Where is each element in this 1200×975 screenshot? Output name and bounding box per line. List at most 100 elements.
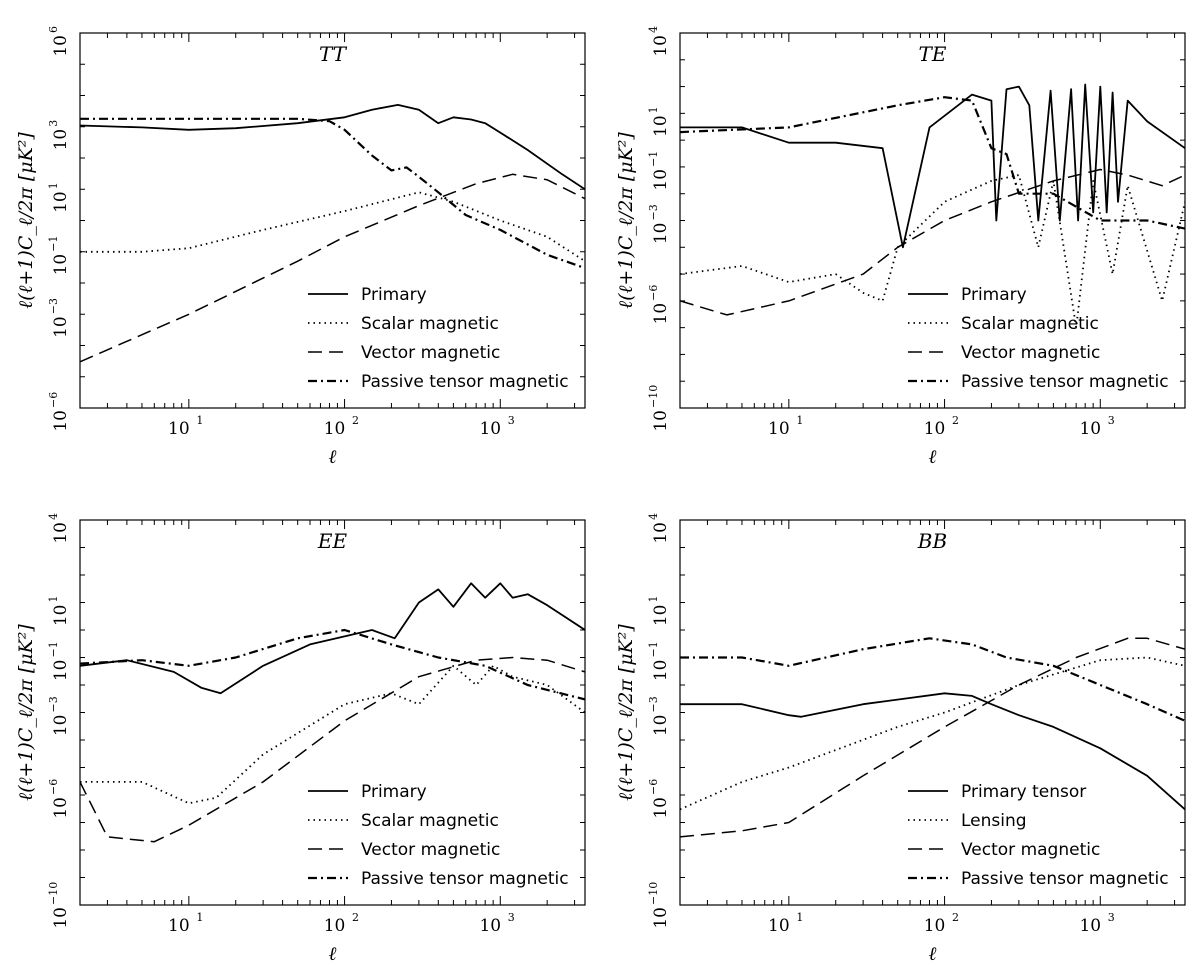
y-tick-exponent: −10 bbox=[47, 882, 60, 905]
y-tick-exponent: −6 bbox=[647, 779, 660, 795]
y-tick-label: 10 bbox=[51, 605, 71, 627]
x-tick-label: 10 bbox=[924, 916, 946, 936]
series-line-dotted bbox=[80, 191, 585, 262]
series-line-dashed bbox=[680, 637, 1185, 838]
y-tick-label: 10 bbox=[651, 303, 671, 325]
y-tick-label-group: 10−6 bbox=[647, 779, 671, 819]
x-tick-exponent: 2 bbox=[352, 911, 359, 924]
y-tick-label-group: 101 bbox=[47, 182, 71, 213]
y-tick-label: 10 bbox=[651, 907, 671, 929]
y-tick-label-group: 10−1 bbox=[47, 641, 71, 681]
y-tick-label: 10 bbox=[651, 797, 671, 819]
y-tick-exponent: −10 bbox=[647, 882, 660, 905]
x-tick-exponent: 1 bbox=[196, 414, 203, 427]
series-line-dashdot bbox=[680, 637, 1185, 722]
x-axis-label: ℓ bbox=[929, 446, 937, 468]
y-tick-label: 10 bbox=[651, 605, 671, 627]
legend-label: Passive tensor magnetic bbox=[961, 869, 1169, 889]
y-tick-exponent: 4 bbox=[647, 513, 660, 520]
y-tick-label: 10 bbox=[51, 316, 71, 338]
series-line-solid bbox=[680, 83, 1185, 249]
series-line-dotted bbox=[680, 174, 1185, 329]
y-tick-label: 10 bbox=[651, 715, 671, 737]
y-tick-exponent: −1 bbox=[647, 151, 660, 167]
y-tick-exponent: 1 bbox=[647, 596, 660, 603]
y-tick-exponent: −6 bbox=[47, 392, 60, 408]
y-tick-label-group: 104 bbox=[647, 26, 671, 57]
y-tick-label-group: 10−1 bbox=[47, 236, 71, 276]
x-tick-label: 10 bbox=[479, 916, 501, 936]
x-tick-exponent: 3 bbox=[1108, 414, 1115, 427]
y-tick-label: 10 bbox=[651, 169, 671, 191]
x-tick-label: 10 bbox=[168, 419, 190, 439]
y-tick-exponent: 1 bbox=[47, 182, 60, 189]
y-tick-label: 10 bbox=[651, 660, 671, 682]
y-tick-label-group: 104 bbox=[647, 513, 671, 544]
y-axis-label: ℓ(ℓ+1)C_ℓ/2π [μK²] bbox=[15, 624, 37, 801]
panel-title: TE bbox=[919, 42, 947, 66]
y-tick-exponent: −6 bbox=[647, 285, 660, 301]
series-group bbox=[80, 582, 585, 843]
y-tick-label-group: 10−6 bbox=[47, 779, 71, 819]
panel-title: EE bbox=[317, 529, 348, 553]
x-tick-exponent: 2 bbox=[352, 414, 359, 427]
y-tick-exponent: −1 bbox=[647, 641, 660, 657]
y-tick-label-group: 101 bbox=[647, 106, 671, 137]
y-tick-label-group: 10−6 bbox=[47, 392, 71, 432]
y-tick-label: 10 bbox=[651, 522, 671, 544]
legend-label: Passive tensor magnetic bbox=[961, 372, 1169, 392]
x-tick-label: 10 bbox=[324, 419, 346, 439]
y-tick-label-group: 10−3 bbox=[647, 204, 671, 244]
y-axis-label: ℓ(ℓ+1)C_ℓ/2π [μK²] bbox=[615, 132, 637, 309]
series-line-dashed bbox=[680, 168, 1185, 316]
series-line-solid bbox=[80, 582, 585, 695]
legend-label: Primary tensor bbox=[961, 782, 1086, 802]
y-tick-label: 10 bbox=[51, 35, 71, 57]
y-tick-label: 10 bbox=[51, 660, 71, 682]
y-tick-label-group: 10−1 bbox=[647, 151, 671, 191]
y-tick-exponent: 6 bbox=[47, 26, 60, 33]
y-tick-label: 10 bbox=[51, 522, 71, 544]
panel-te: 10 1 10 2 10 310−1010−610−310−1101104TEℓℓ(ℓ+1… bbox=[615, 26, 1186, 468]
series-line-dashdot bbox=[80, 628, 585, 701]
y-tick-label-group: 101 bbox=[47, 596, 71, 627]
x-tick-label: 10 bbox=[768, 419, 790, 439]
series-line-dashdot bbox=[80, 117, 585, 270]
y-tick-exponent: −3 bbox=[647, 696, 660, 712]
legend-label: Vector magnetic bbox=[961, 840, 1100, 860]
y-tick-label-group: 10−10 bbox=[47, 882, 71, 929]
legend-label: Scalar magnetic bbox=[361, 314, 499, 334]
x-tick-exponent: 1 bbox=[196, 911, 203, 924]
y-tick-exponent: 1 bbox=[47, 596, 60, 603]
x-tick-exponent: 1 bbox=[796, 414, 803, 427]
series-line-dashdot bbox=[680, 96, 1185, 230]
y-tick-label: 10 bbox=[51, 191, 71, 213]
x-tick-label: 10 bbox=[1079, 916, 1101, 936]
y-tick-label: 10 bbox=[51, 410, 71, 432]
y-tick-label-group: 106 bbox=[47, 26, 71, 57]
legend-label: Vector magnetic bbox=[961, 343, 1100, 363]
y-tick-exponent: −6 bbox=[47, 779, 60, 795]
y-tick-exponent: −3 bbox=[47, 298, 60, 314]
legend-label: Primary bbox=[361, 285, 427, 305]
series-line-dashed bbox=[80, 173, 585, 363]
y-tick-label: 10 bbox=[651, 410, 671, 432]
x-axis-label: ℓ bbox=[929, 943, 937, 965]
y-tick-label-group: 101 bbox=[647, 596, 671, 627]
x-tick-exponent: 3 bbox=[508, 414, 515, 427]
panel-title: BB bbox=[917, 529, 947, 553]
y-tick-label-group: 10−10 bbox=[647, 385, 671, 432]
y-tick-label-group: 10−10 bbox=[647, 882, 671, 929]
y-tick-exponent: −3 bbox=[47, 696, 60, 712]
y-tick-label: 10 bbox=[51, 715, 71, 737]
y-tick-label-group: 103 bbox=[47, 120, 71, 151]
y-tick-label: 10 bbox=[51, 907, 71, 929]
y-tick-exponent: 3 bbox=[47, 120, 60, 127]
series-group bbox=[80, 104, 585, 363]
x-tick-label: 10 bbox=[168, 916, 190, 936]
y-tick-exponent: −1 bbox=[47, 236, 60, 252]
panel-title: TT bbox=[319, 42, 348, 66]
x-tick-label: 10 bbox=[924, 419, 946, 439]
y-tick-exponent: −10 bbox=[647, 385, 660, 408]
